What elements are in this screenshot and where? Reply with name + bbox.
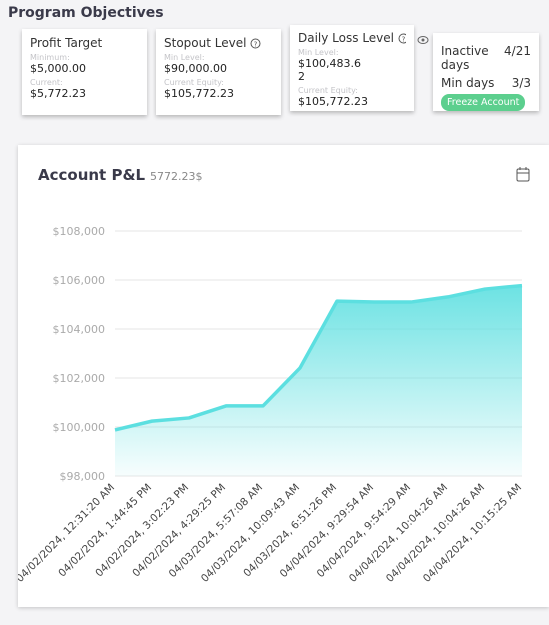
card: Profit Target Minimum: $5,000.00 Current… bbox=[22, 29, 147, 115]
label: Min days bbox=[441, 76, 495, 90]
y-tick-label: $106,000 bbox=[53, 274, 106, 287]
chart-title: Account P&L bbox=[38, 166, 146, 184]
card: Stopout Level ? Min Level: $90,000.00 Cu… bbox=[156, 29, 281, 115]
label: Min Level: bbox=[298, 48, 339, 57]
svg-text:?: ? bbox=[254, 40, 258, 48]
y-tick-label: $100,000 bbox=[53, 421, 106, 434]
label: Current Equity: bbox=[164, 78, 224, 87]
value: $105,772.23 bbox=[164, 87, 234, 100]
page-title: Program Objectives bbox=[8, 5, 164, 21]
label: Inactive days bbox=[441, 44, 489, 72]
label: Current: bbox=[30, 78, 63, 87]
chart-subtitle: 5772.23$ bbox=[150, 170, 203, 183]
help-icon[interactable]: ? bbox=[398, 33, 406, 44]
card-title: Profit Target bbox=[30, 36, 103, 50]
value: $90,000.00 bbox=[164, 62, 227, 75]
help-icon[interactable]: ? bbox=[250, 38, 261, 49]
status-card: Inactive days 4/21 Min days 3/3 Freeze Acc… bbox=[433, 33, 539, 111]
card: Daily Loss Level ? Min Level: $100,483.6… bbox=[290, 25, 414, 111]
svg-text:?: ? bbox=[402, 35, 406, 43]
value: 3/3 bbox=[511, 76, 531, 90]
line bbox=[114, 283, 523, 432]
card-title: Stopout Level bbox=[164, 36, 247, 50]
y-tick-label: $102,000 bbox=[53, 372, 106, 385]
value: $105,772.23 bbox=[298, 95, 368, 108]
card-title: Daily Loss Level bbox=[298, 31, 394, 45]
freeze-button[interactable]: Freeze Account bbox=[441, 94, 526, 111]
label: Min Level: bbox=[164, 53, 205, 62]
calendar-icon[interactable] bbox=[516, 167, 530, 182]
chart: Account P&L 5772.23$ $98,000 $100,000 $102… bbox=[14, 166, 530, 585]
label: Minimum: bbox=[30, 53, 70, 62]
label: Current Equity: bbox=[298, 86, 358, 95]
value: 4/21 bbox=[504, 44, 531, 58]
chart-card: Account P&L 5772.23$ $98,000 $100,000 $102… bbox=[14, 145, 549, 607]
value: $5,772.23 bbox=[30, 87, 86, 100]
y-tick-label: $104,000 bbox=[53, 323, 106, 336]
area bbox=[115, 285, 522, 476]
value: $100,483.62 bbox=[298, 57, 361, 83]
value: $5,000.00 bbox=[30, 62, 86, 75]
y-tick-label: $98,000 bbox=[60, 470, 106, 483]
eye-icon[interactable] bbox=[417, 35, 429, 45]
y-tick-label: $108,000 bbox=[53, 225, 106, 238]
